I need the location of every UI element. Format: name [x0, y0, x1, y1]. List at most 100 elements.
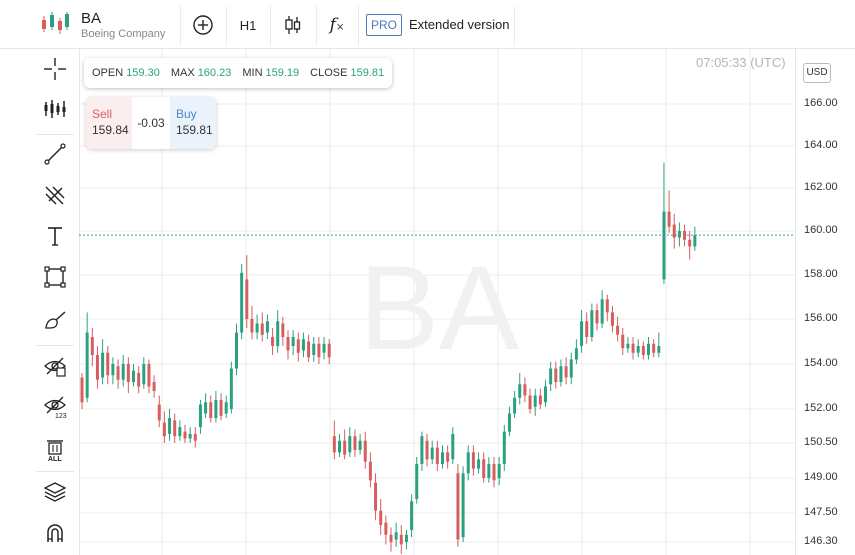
- buy-button[interactable]: Buy 159.81: [170, 97, 216, 149]
- y-tick-label: 149.00: [804, 471, 838, 483]
- toolbar-divider: [358, 6, 359, 46]
- candle-body: [132, 370, 135, 382]
- layers-button[interactable]: [36, 473, 74, 511]
- candle-body: [183, 431, 187, 439]
- y-tick-label: 160.00: [804, 224, 838, 236]
- candle-body: [106, 352, 110, 376]
- svg-text:ALL: ALL: [48, 456, 62, 462]
- candlestick-type-icon: [285, 16, 301, 34]
- delete-all-icon: ALL: [47, 440, 63, 462]
- candle-body: [327, 343, 331, 358]
- candle-body: [672, 224, 676, 238]
- candle-body: [636, 346, 640, 353]
- candlestick-chart[interactable]: BA: [79, 49, 795, 555]
- crosshair-tool-button[interactable]: [36, 50, 74, 88]
- candle-body: [435, 447, 439, 464]
- candle-body: [271, 337, 275, 346]
- candle-body: [610, 312, 614, 326]
- trend-line-tool-button[interactable]: [36, 135, 74, 173]
- candle-body: [605, 299, 609, 313]
- candle-body: [559, 366, 563, 382]
- buy-price: 159.81: [176, 123, 213, 137]
- y-tick-label: 152.00: [804, 402, 838, 414]
- currency-selector[interactable]: USD: [803, 63, 831, 83]
- candle-body: [507, 413, 511, 432]
- add-indicator-button[interactable]: [188, 10, 218, 40]
- pro-badge[interactable]: PRO: [366, 14, 402, 36]
- max-value: 160.23: [197, 67, 232, 79]
- candle-body: [173, 420, 177, 437]
- svg-text:123: 123: [55, 413, 67, 419]
- candle-body: [168, 418, 172, 434]
- layers-icon: [43, 482, 67, 502]
- magnet-button[interactable]: [36, 514, 74, 552]
- candle-body: [446, 452, 450, 462]
- candle-body: [389, 534, 393, 542]
- ohlc-panel: OPEN 159.30 MAX 160.23 MIN 159.19 CLOSE …: [84, 58, 393, 88]
- spread-value: -0.03: [137, 116, 165, 130]
- candle-body: [420, 436, 424, 464]
- candle-body: [404, 534, 408, 542]
- chart-timestamp: 07:05:33 (UTC): [696, 55, 786, 70]
- hide-drawings-button[interactable]: [36, 347, 74, 385]
- eye-hide-icon: [44, 357, 66, 377]
- candle-body: [142, 364, 146, 385]
- candle-body: [538, 395, 542, 405]
- candle-body: [384, 522, 388, 535]
- y-tick-label: 150.50: [804, 436, 838, 448]
- company-name: Boeing Company: [81, 28, 166, 40]
- candle-body: [348, 436, 352, 453]
- indicators-tool-button[interactable]: [36, 90, 74, 128]
- candle-body: [255, 323, 259, 333]
- candle-body: [585, 321, 589, 337]
- candle-body: [399, 534, 403, 545]
- brush-icon: [45, 311, 66, 329]
- pitchfork-tool-button[interactable]: [36, 176, 74, 214]
- candle-body: [162, 422, 166, 437]
- text-tool-button[interactable]: [36, 217, 74, 255]
- sidebar-divider: [36, 345, 74, 346]
- candle-body: [451, 433, 455, 460]
- price-axis[interactable]: USD 166.00 164.00 162.00 160.00 158.00 156.00…: [795, 49, 855, 555]
- sell-button[interactable]: Sell 159.84: [86, 97, 132, 149]
- candle-body: [90, 337, 94, 355]
- candle-body: [363, 440, 367, 462]
- y-tick-label: 164.00: [804, 139, 838, 151]
- pitchfork-icon: [45, 186, 65, 205]
- candle-body: [595, 310, 599, 324]
- candle-body: [410, 501, 414, 530]
- rectangle-tool-button[interactable]: [36, 258, 74, 296]
- delete-all-button[interactable]: ALL: [36, 430, 74, 468]
- candle-body: [652, 343, 656, 353]
- function-button[interactable]: f×: [322, 10, 352, 40]
- candle-body: [683, 231, 687, 240]
- symbol-title[interactable]: BA: [81, 10, 102, 27]
- y-tick-label: 147.50: [804, 506, 838, 518]
- sidebar-divider: [36, 471, 74, 472]
- candle-body: [276, 321, 280, 346]
- chart-plot-area[interactable]: BA: [79, 49, 795, 555]
- candle-body: [626, 343, 630, 349]
- sidebar-divider: [36, 134, 74, 135]
- candle-body: [193, 433, 197, 441]
- toolbar-divider: [226, 6, 227, 46]
- candle-body: [574, 348, 578, 360]
- candle-body: [116, 366, 120, 380]
- chart-type-button[interactable]: [278, 10, 308, 40]
- candle-body: [291, 337, 295, 346]
- close-value: 159.81: [350, 67, 385, 79]
- candle-body: [492, 464, 496, 481]
- candle-body: [101, 352, 105, 378]
- timeframe-button[interactable]: H1: [239, 17, 257, 33]
- extended-version-link[interactable]: Extended version: [409, 17, 510, 32]
- y-tick-label: 154.00: [804, 357, 838, 369]
- top-toolbar: BA Boeing Company H1 f× PRO Extended ver…: [0, 0, 855, 49]
- candle-body: [487, 464, 491, 478]
- candle-body: [374, 482, 378, 511]
- brush-tool-button[interactable]: [36, 301, 74, 339]
- symbol-watermark: BA: [359, 241, 519, 375]
- hide-indicators-button[interactable]: 123: [36, 387, 74, 425]
- app-logo-icon: [42, 12, 69, 34]
- magnet-icon: [47, 524, 63, 542]
- candle-body: [533, 395, 537, 407]
